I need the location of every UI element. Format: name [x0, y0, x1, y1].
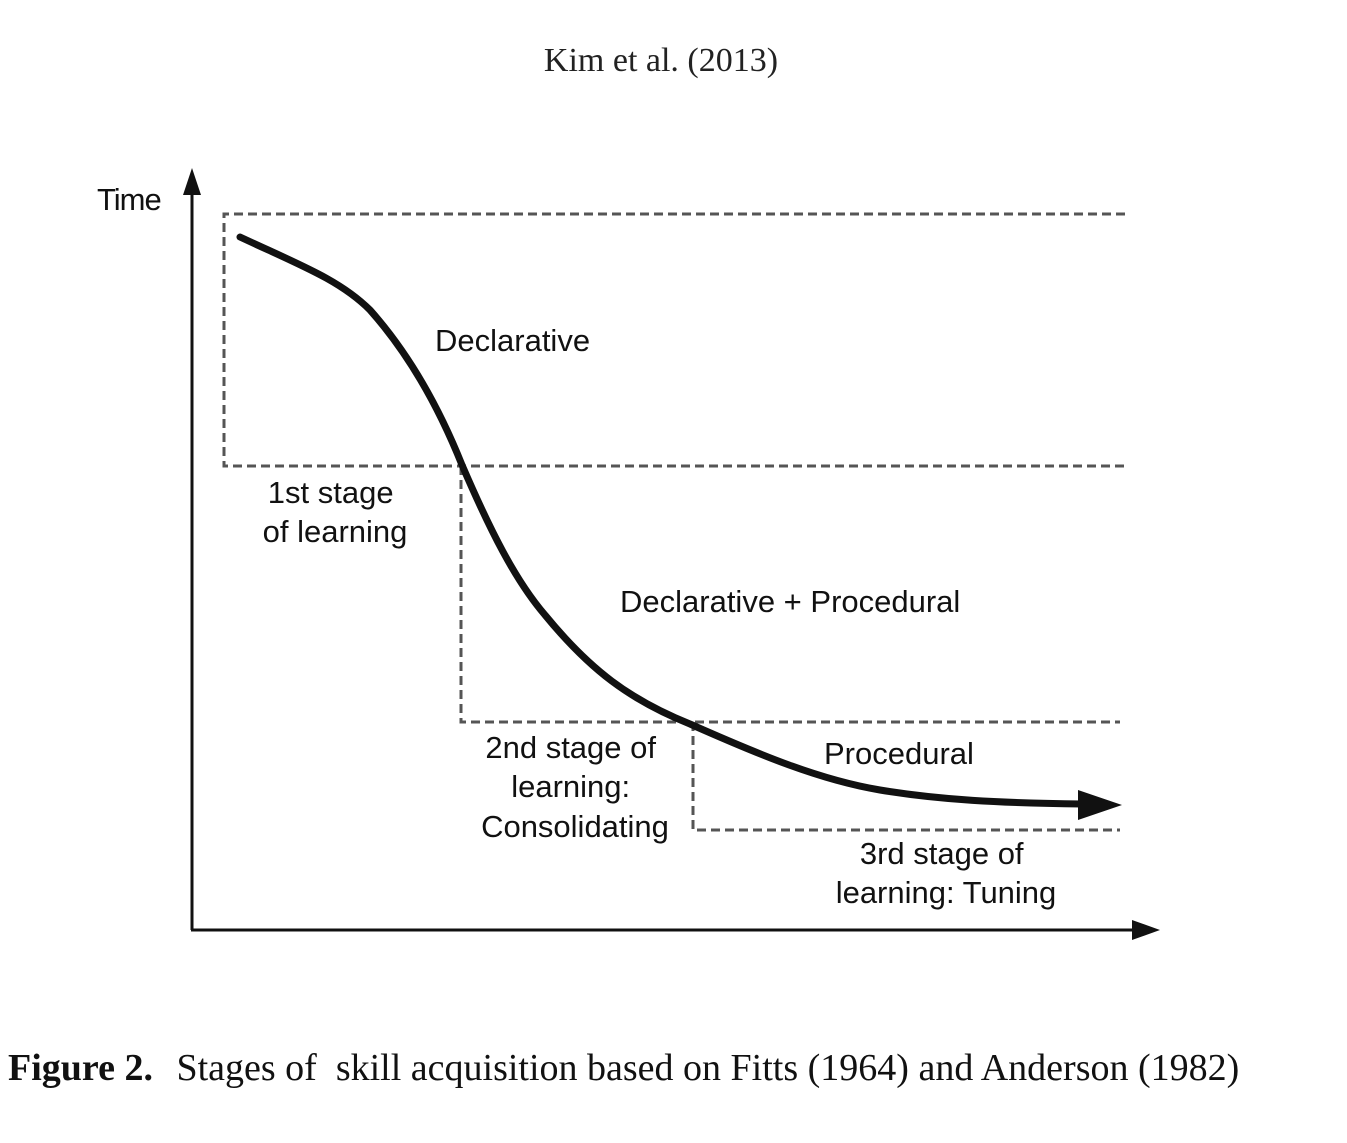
caption-text: Stages of skill acquisition based on Fit…: [176, 1047, 1239, 1089]
region-procedural: Procedural: [824, 736, 974, 771]
stage-3-label: 3rd stage of learning: Tuning: [836, 836, 1057, 910]
y-axis: [183, 168, 201, 930]
x-axis: [191, 920, 1160, 940]
stage-1-label: 1st stage of learning: [263, 475, 408, 549]
stage-boundaries: [222, 212, 1125, 832]
y-axis-label: Time: [97, 182, 161, 217]
figure-caption: Figure 2. Stages of skill acquisition ba…: [8, 1047, 1239, 1089]
y-axis-arrow-icon: [183, 168, 201, 195]
learning-curve: [236, 233, 1122, 820]
curve-arrow-icon: [1078, 790, 1122, 820]
stage-2-label: 2nd stage of learning: Consolidating: [481, 730, 669, 844]
region-declarative: Declarative: [435, 323, 590, 358]
citation: Kim et al. (2013): [544, 42, 778, 79]
caption-label: Figure 2.: [8, 1047, 153, 1089]
x-axis-arrow-icon: [1132, 920, 1160, 940]
region-declarative-procedural: Declarative + Procedural: [620, 584, 960, 619]
